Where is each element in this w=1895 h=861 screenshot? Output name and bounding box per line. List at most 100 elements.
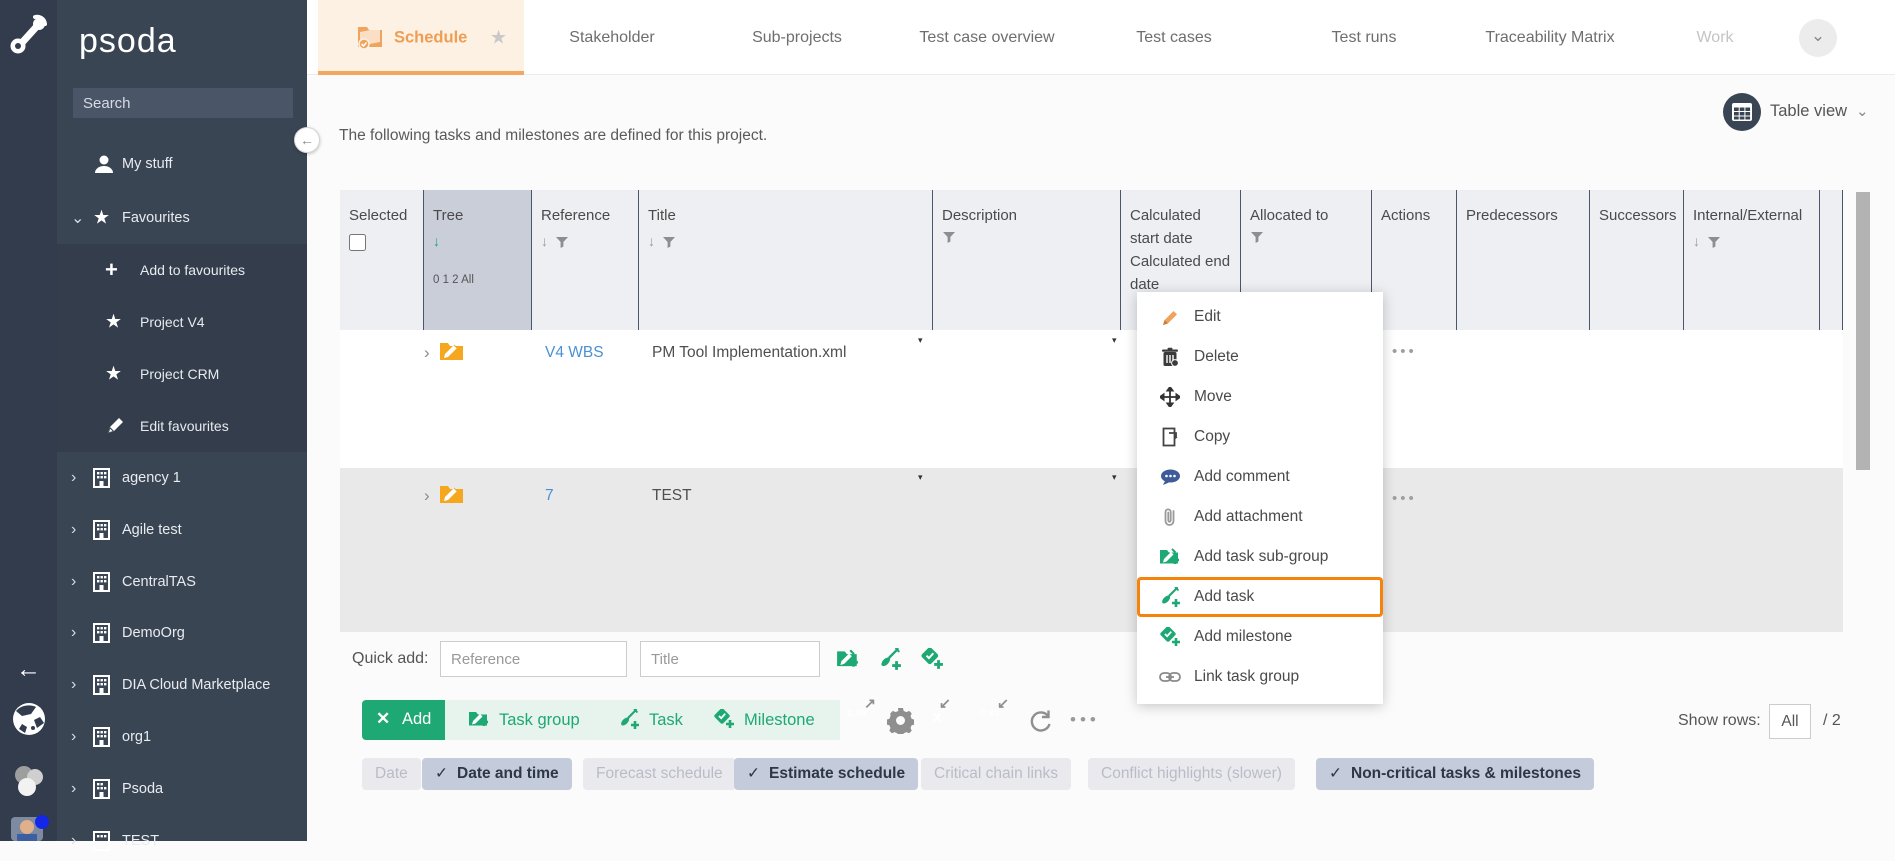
row-reference-link[interactable]: 7 <box>545 487 554 504</box>
menu-item-link-task-group[interactable]: Link task group <box>1137 657 1383 697</box>
row-actions-more-button[interactable]: ••• <box>1392 343 1417 360</box>
row-reference-link[interactable]: V4 WBS <box>545 344 604 361</box>
sort-icon[interactable]: ↓ <box>433 233 440 249</box>
row-title[interactable]: TEST <box>652 487 692 504</box>
filter-icon[interactable] <box>1250 230 1264 244</box>
sidebar-collapse-button[interactable]: ← <box>294 127 320 153</box>
sidebar-item-project-v4[interactable]: ★ Project V4 <box>57 302 307 342</box>
task-button[interactable]: Task <box>618 700 683 740</box>
column-header-calculated-dates[interactable]: Calculated start date Calculated end dat… <box>1120 190 1240 330</box>
column-header-reference[interactable]: Reference ↓ <box>531 190 638 330</box>
column-header-title[interactable]: Title ↓ <box>638 190 932 330</box>
sidebar-item-demoorg[interactable]: › DemoOrg <box>57 613 307 653</box>
quick-add-reference-input[interactable] <box>440 641 627 677</box>
cell-expand-marker[interactable]: ▾ <box>918 472 923 482</box>
sidebar-item-org1[interactable]: › org1 <box>57 717 307 757</box>
menu-item-add-comment[interactable]: Add comment <box>1137 457 1383 497</box>
tab-schedule[interactable]: Schedule ★ <box>318 0 524 75</box>
tab-test-case-overview[interactable]: Test case overview <box>919 29 1055 46</box>
menu-item-add-milestone[interactable]: Add milestone <box>1137 617 1383 657</box>
row-actions-more-button[interactable]: ••• <box>1392 490 1417 507</box>
quick-add-task-group-icon[interactable] <box>836 648 860 670</box>
expand-chevron-icon[interactable]: › <box>424 343 430 362</box>
column-header-predecessors[interactable]: Predecessors <box>1456 190 1589 330</box>
tab-sub-projects[interactable]: Sub-projects <box>752 29 842 46</box>
tab-stakeholder[interactable]: Stakeholder <box>569 29 655 46</box>
sort-icon[interactable]: ↓ <box>648 233 655 249</box>
sidebar-item-agency-1[interactable]: › agency 1 <box>57 458 307 498</box>
toolbar-more-button[interactable]: ••• <box>1070 710 1100 729</box>
filter-icon[interactable] <box>1707 235 1721 249</box>
menu-item-add-attachment[interactable]: Add attachment <box>1137 497 1383 537</box>
menu-item-add-task-sub-group[interactable]: Add task sub-group <box>1137 537 1383 577</box>
wrench-logo-icon[interactable] <box>0 12 57 54</box>
tab-traceability-matrix[interactable]: Traceability Matrix <box>1485 29 1615 46</box>
vertical-scrollbar[interactable] <box>1856 192 1870 470</box>
cell-expand-marker[interactable]: ▾ <box>1112 335 1117 345</box>
csv-export-button[interactable]: C SV ↗ <box>847 695 876 718</box>
back-arrow-icon[interactable]: ← <box>16 655 41 683</box>
tab-favourite-star-icon[interactable]: ★ <box>490 27 508 48</box>
toggle-conflict-highlights[interactable]: Conflict highlights (slower) <box>1088 758 1295 790</box>
column-header-actions[interactable]: Actions <box>1371 190 1456 330</box>
tab-work[interactable]: Work <box>1696 29 1734 46</box>
sidebar-item-project-crm[interactable]: ★ Project CRM <box>57 354 307 394</box>
filter-icon[interactable] <box>555 235 569 249</box>
sort-icon[interactable]: ↓ <box>1693 233 1700 249</box>
excel-import-button[interactable]: X ↙ <box>933 695 951 730</box>
column-header-allocated-to[interactable]: Allocated to <box>1240 190 1371 330</box>
menu-item-add-task[interactable]: Add task <box>1137 577 1383 617</box>
sidebar-item-centraltas[interactable]: › CentralTAS <box>57 562 307 602</box>
settings-gear-button[interactable] <box>887 707 914 734</box>
sidebar-item-favourites[interactable]: ⌄ ★ Favourites <box>57 198 307 238</box>
milestone-button[interactable]: Milestone <box>713 700 815 740</box>
tabs-overflow-button[interactable]: ⌄ <box>1799 19 1837 57</box>
column-header-tree[interactable]: Tree ↓ 0 1 2 All <box>423 190 531 330</box>
cell-expand-marker[interactable]: ▾ <box>918 335 923 345</box>
select-all-checkbox[interactable] <box>349 234 366 251</box>
column-header-successors[interactable]: Successors <box>1589 190 1683 330</box>
toggle-date[interactable]: Date <box>362 758 421 790</box>
sidebar-item-my-stuff[interactable]: My stuff <box>57 144 307 184</box>
toggle-critical-chain-links[interactable]: Critical chain links <box>921 758 1072 790</box>
cell-expand-marker[interactable]: ▾ <box>1112 472 1117 482</box>
search-input[interactable] <box>73 88 293 118</box>
quick-add-milestone-icon[interactable] <box>920 648 944 670</box>
cluster-circles-icon[interactable] <box>0 762 57 798</box>
sidebar-item-psoda[interactable]: › Psoda <box>57 769 307 809</box>
menu-item-delete[interactable]: Delete <box>1137 337 1383 377</box>
tab-test-cases[interactable]: Test cases <box>1136 29 1212 46</box>
refresh-button[interactable] <box>1027 708 1053 734</box>
row-title[interactable]: PM Tool Implementation.xml <box>652 344 847 361</box>
menu-item-edit[interactable]: Edit <box>1137 297 1383 337</box>
sidebar-item-agile-test[interactable]: › Agile test <box>57 510 307 550</box>
toggle-date-and-time[interactable]: ✓ Date and time <box>422 758 572 790</box>
quick-add-title-input[interactable] <box>640 641 820 677</box>
csv-import-button[interactable]: C SV ↙ <box>980 695 1009 718</box>
task-group-button[interactable]: Task group <box>468 700 580 740</box>
globe-icon[interactable] <box>0 702 57 736</box>
table-row[interactable]: › V4 WBS PM Tool Implementation.xml ▾ ▾ … <box>340 330 1843 468</box>
sidebar-item-add-to-favourites[interactable]: + Add to favourites <box>57 250 307 290</box>
toggle-non-critical-tasks[interactable]: ✓ Non-critical tasks & milestones <box>1316 758 1594 790</box>
menu-item-copy[interactable]: Copy <box>1137 417 1383 457</box>
expand-chevron-icon[interactable]: › <box>424 486 430 505</box>
column-header-internal-external[interactable]: Internal/External ↓ <box>1683 190 1819 330</box>
column-header-description[interactable]: Description <box>932 190 1120 330</box>
show-rows-input[interactable] <box>1769 704 1811 739</box>
table-row[interactable]: › 7 TEST ▾ ▾ ••• <box>340 468 1843 632</box>
add-button[interactable]: ✕ Add <box>362 700 445 740</box>
quick-add-task-icon[interactable] <box>878 648 902 670</box>
filter-icon[interactable] <box>942 230 956 244</box>
toggle-estimate-schedule[interactable]: ✓ Estimate schedule <box>734 758 919 790</box>
toggle-forecast-schedule[interactable]: Forecast schedule <box>583 758 736 790</box>
column-header-selected[interactable]: Selected <box>340 190 423 330</box>
sidebar-item-dia-cloud-marketplace[interactable]: › DIA Cloud Marketplace <box>57 665 307 705</box>
menu-item-move[interactable]: Move <box>1137 377 1383 417</box>
tab-test-runs[interactable]: Test runs <box>1331 29 1397 46</box>
filter-icon[interactable] <box>662 235 676 249</box>
user-avatar[interactable] <box>0 815 57 841</box>
sidebar-item-edit-favourites[interactable]: Edit favourites <box>57 406 307 446</box>
sidebar-item-test[interactable]: › TEST <box>57 821 307 861</box>
sort-icon[interactable]: ↓ <box>541 233 548 249</box>
